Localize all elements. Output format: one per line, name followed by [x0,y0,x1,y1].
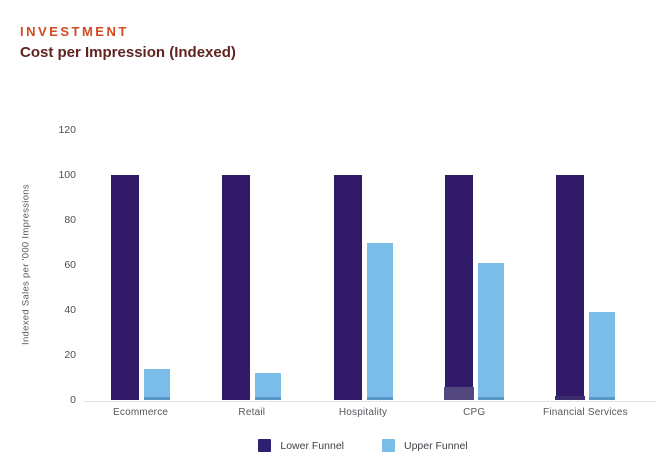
y-tick-100: 100 [58,168,76,181]
bar-upper-funnel-retail [255,373,282,400]
category-label-financial-services: Financial Services [543,407,628,418]
bar-plot-area [85,130,641,401]
legend-swatch-lower-funnel [258,439,272,452]
legend-swatch-upper-funnel [382,439,395,452]
y-tick-20: 20 [64,348,76,361]
bar-lower-funnel-hospitality [333,175,362,400]
legend-label-lower-funnel: Lower Funnel [280,439,344,452]
x-axis-line [84,401,656,402]
y-tick-0: 0 [70,393,76,406]
y-tick-80: 80 [64,213,76,226]
category-label-retail: Retail [238,407,266,418]
bar-upper-funnel-hospitality [366,242,393,400]
chart-legend: Lower Funnel Upper Funnel [85,439,641,452]
bar-group-financial-services [530,130,641,400]
bar-upper-funnel-ecommerce [144,368,171,400]
bar-group-retail [196,130,307,400]
legend-item-upper-funnel: Upper Funnel [382,439,468,452]
bar-base-overlap [443,386,474,400]
bar-upper-funnel-cpg [477,262,504,401]
bar-group-cpg [419,130,530,401]
bar-lower-funnel-financial-services [554,175,585,400]
legend-label-upper-funnel: Upper Funnel [404,439,468,452]
chart-title: Cost per Impression (Indexed) [20,44,236,61]
bar-base-overlap [554,395,585,400]
bar-lower-funnel-cpg [443,175,474,400]
y-tick-60: 60 [64,258,76,271]
section-eyebrow: INVESTMENT [20,24,129,39]
legend-item-lower-funnel: Lower Funnel [258,439,344,452]
category-label-hospitality: Hospitality [338,407,388,418]
category-label-cpg: CPG [463,407,486,418]
bar-lower-funnel-retail [222,175,251,400]
bar-group-hospitality [307,130,418,400]
y-axis-ticks: 0 20 40 60 80 100 120 [26,124,76,406]
bar-upper-funnel-financial-services [588,312,615,400]
y-tick-120: 120 [58,123,76,136]
bar-group-ecommerce [85,130,196,400]
x-axis-category-labels: Ecommerce Retail Hospitality CPG Financial S… [85,407,641,418]
bar-lower-funnel-ecommerce [111,175,140,400]
y-tick-40: 40 [64,303,76,316]
category-label-ecommerce: Ecommerce [113,407,169,418]
